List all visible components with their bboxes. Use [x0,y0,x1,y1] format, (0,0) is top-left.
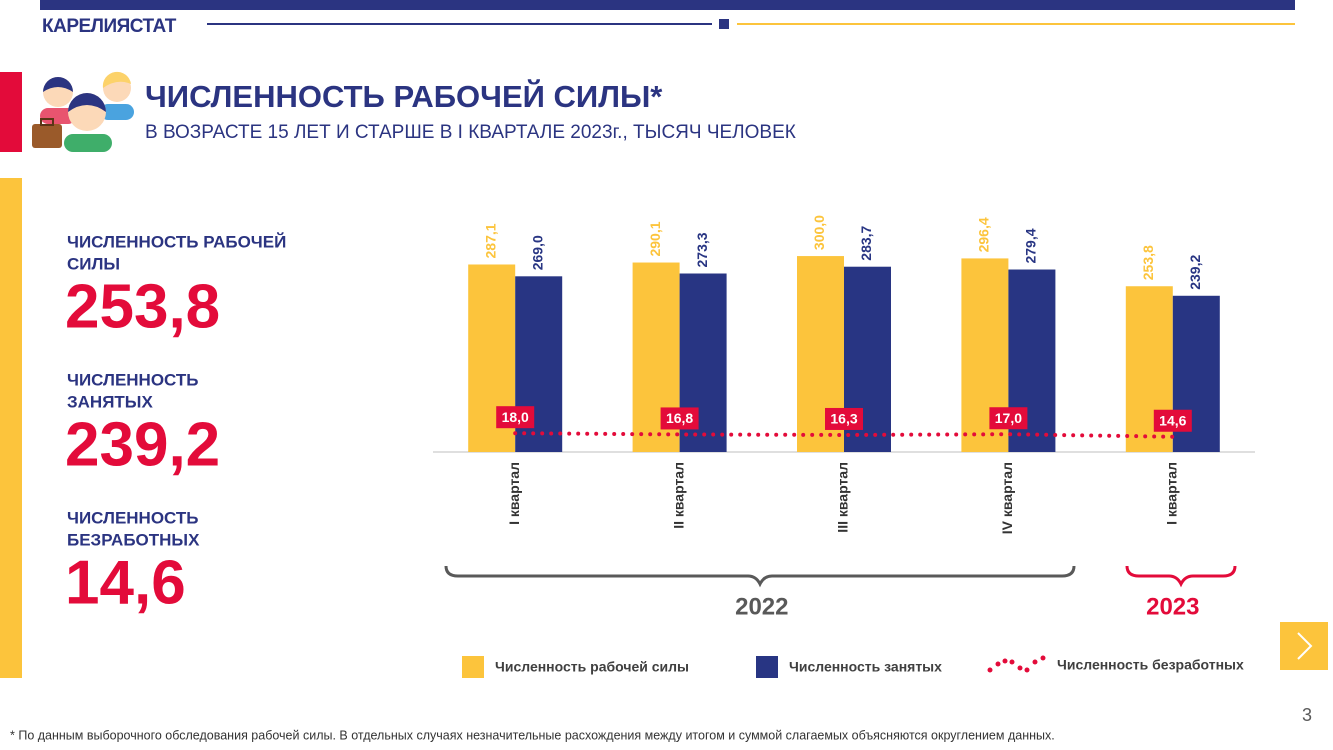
legend-swatch [1024,667,1030,673]
value-label: 287,1 [482,223,498,258]
next-arrow[interactable] [1297,632,1313,660]
stat-value: 253,8 [65,272,220,341]
side-accent [0,178,22,678]
header-square [719,19,729,29]
side-accent [0,72,22,152]
legend-label: Численность рабочей силы [495,659,689,675]
legend-swatch [1032,659,1038,665]
dotted-line [513,431,1175,439]
chart: I квартал II квартал III квартал IV квартал… [433,215,1255,678]
legend-swatch [987,667,993,673]
x-tick-label: I квартал [1164,462,1180,525]
x-tick-label: II квартал [670,462,686,529]
value-label: 18,0 [502,409,529,425]
footnote: * По данным выборочного обследования раб… [10,728,1055,742]
legend-swatch [1002,658,1008,664]
stat-label: ЗАНЯТЫХ [67,392,153,411]
stat-label: СИЛЫ [67,254,120,273]
group-label: 2022 [735,593,788,620]
legend-swatch [1040,655,1046,661]
legend-swatch [462,656,484,678]
legend-label: Численность занятых [789,659,942,675]
value-label: 300,0 [811,215,827,250]
people-icon [32,71,134,152]
stat-value: 14,6 [65,548,186,617]
value-label: 269,0 [529,235,545,270]
value-label: 296,4 [976,217,992,252]
x-tick-label: I квартал [506,462,522,525]
legend-swatch [995,661,1001,667]
slide-title: ЧИСЛЕННОСТЬ РАБОЧЕЙ СИЛЫ* [145,78,663,114]
legend-swatch [756,656,778,678]
top-bar [40,0,1295,10]
stat-label: ЧИСЛЕННОСТЬ [67,508,199,527]
value-label: 253,8 [1140,245,1156,280]
value-label: 14,6 [1159,412,1186,428]
stat-value: 239,2 [65,410,220,479]
value-label: 273,3 [694,232,710,267]
x-tick-label: III квартал [835,462,851,533]
value-label: 16,8 [666,410,693,426]
legend-swatch [1009,659,1015,665]
value-label: 17,0 [995,410,1022,426]
value-label: 290,1 [647,221,663,256]
legend-label: Численность безработных [1057,657,1244,673]
stat-label: БЕЗРАБОТНЫХ [67,530,200,549]
x-tick-label: IV квартал [999,462,1015,534]
brace [1125,565,1237,588]
legend-swatch [1017,665,1023,671]
slide-subtitle: В ВОЗРАСТЕ 15 ЛЕТ И СТАРШЕ В I КВАРТАЛЕ … [145,122,796,143]
value-label: 279,4 [1023,228,1039,263]
next-button-bg[interactable] [1280,622,1328,670]
org-name: КАРЕЛИЯСТАТ [42,16,177,37]
value-label: 239,2 [1187,255,1203,290]
stat-label: ЧИСЛЕННОСТЬ РАБОЧЕЙ [67,232,286,251]
brace [444,565,1076,588]
value-label-box [496,406,535,429]
value-label-box [1153,409,1192,432]
value-label-box [660,407,699,430]
value-label-box [989,407,1028,430]
value-label: 16,3 [830,411,857,427]
page-number: 3 [1302,705,1312,725]
value-label: 283,7 [858,225,874,260]
stat-label: ЧИСЛЕННОСТЬ [67,370,199,389]
value-label-box [825,407,863,430]
group-label: 2023 [1146,593,1199,620]
next-button[interactable] [1280,622,1328,670]
